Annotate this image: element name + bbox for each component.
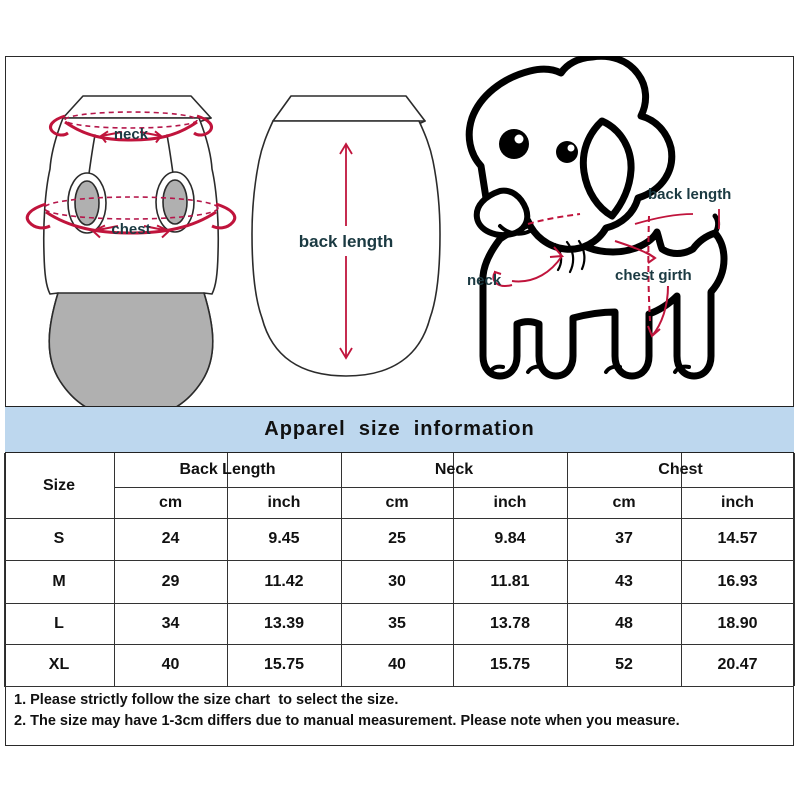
svg-text:neck: neck — [114, 126, 149, 143]
svg-text:chest: chest — [111, 221, 150, 238]
svg-text:back length: back length — [299, 232, 393, 251]
svg-text:chest girth: chest girth — [615, 267, 692, 284]
svg-text:back length: back length — [648, 186, 731, 203]
svg-text:neck: neck — [467, 272, 502, 289]
